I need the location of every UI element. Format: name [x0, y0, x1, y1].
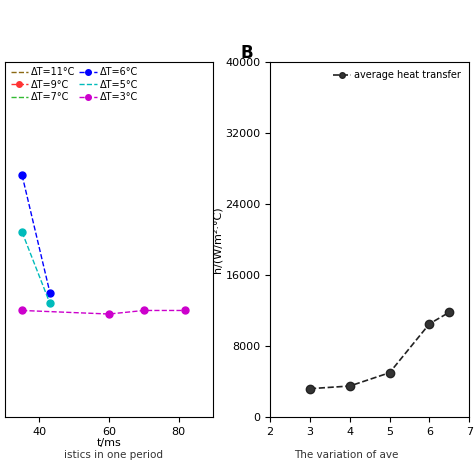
Text: The variation of ave: The variation of ave [294, 450, 398, 460]
Text: B: B [240, 44, 253, 62]
Y-axis label: h/(W/m²·°C): h/(W/m²·°C) [212, 206, 222, 273]
Legend: ΔT=11°C, ΔT=9°C, ΔT=7°C, ΔT=6°C, ΔT=5°C, ΔT=3°C: ΔT=11°C, ΔT=9°C, ΔT=7°C, ΔT=6°C, ΔT=5°C,… [9, 66, 139, 103]
Legend: average heat transfer: average heat transfer [329, 66, 465, 84]
Text: istics in one period: istics in one period [64, 450, 163, 460]
X-axis label: t/ms: t/ms [97, 438, 121, 448]
